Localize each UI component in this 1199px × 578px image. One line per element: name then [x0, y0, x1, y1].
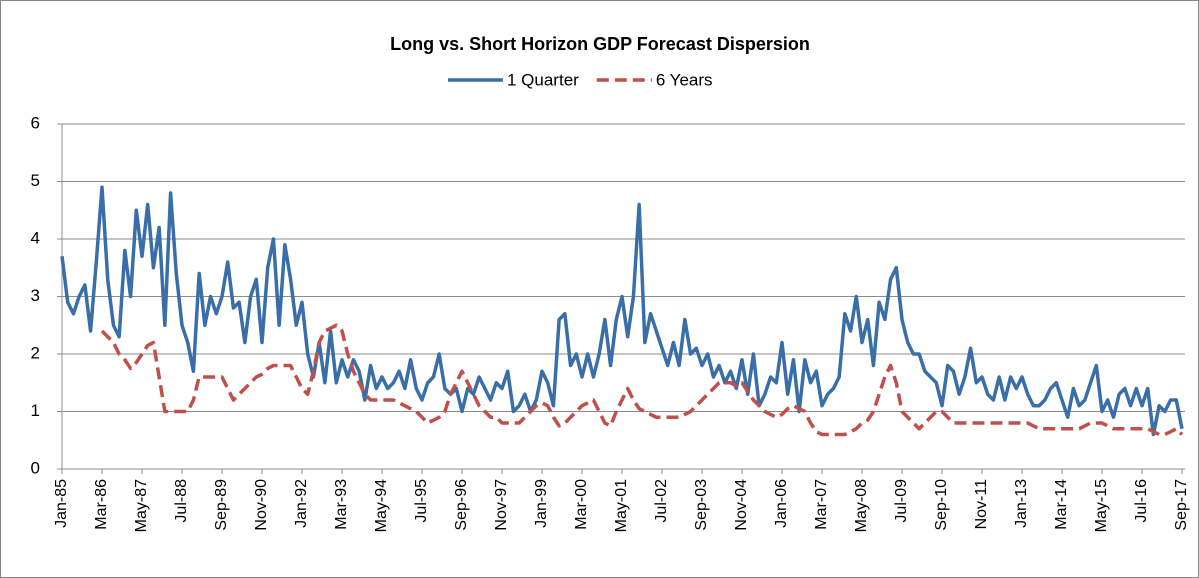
- chart-title: Long vs. Short Horizon GDP Forecast Disp…: [390, 34, 810, 54]
- x-tick-label: Jan-99: [533, 479, 550, 528]
- x-tick-label: Sep-89: [213, 479, 230, 531]
- x-tick-label: Jan-06: [773, 479, 790, 528]
- x-tick-label: May-01: [613, 479, 630, 532]
- x-tick-label: Sep-03: [693, 479, 710, 531]
- y-tick-label: 6: [31, 113, 40, 132]
- y-tick-label: 0: [31, 458, 40, 477]
- x-tick-label: Mar-00: [573, 479, 590, 530]
- legend-label: 6 Years: [656, 70, 713, 89]
- x-tick-label: Sep-10: [933, 479, 950, 531]
- x-tick-label: Mar-07: [813, 479, 830, 530]
- legend-label: 1 Quarter: [507, 70, 579, 89]
- x-tick-label: Jul-02: [653, 479, 670, 523]
- y-tick-label: 3: [31, 286, 40, 305]
- x-tick-label: Mar-93: [333, 479, 350, 530]
- y-tick-label: 4: [31, 228, 40, 247]
- x-tick-label: Mar-14: [1053, 479, 1070, 530]
- x-tick-label: Sep-17: [1173, 479, 1190, 531]
- x-tick-label: Jul-88: [173, 479, 190, 523]
- x-tick-label: Jan-85: [53, 479, 70, 528]
- x-tick-label: Nov-90: [253, 479, 270, 531]
- x-tick-label: May-08: [853, 479, 870, 532]
- y-tick-label: 5: [31, 171, 40, 190]
- x-tick-label: Nov-97: [493, 479, 510, 531]
- x-tick-label: Jan-92: [293, 479, 310, 528]
- series-line: [60, 185, 1184, 437]
- x-tick-label: Nov-04: [733, 479, 750, 531]
- x-tick-label: Jul-95: [413, 479, 430, 523]
- x-tick-label: Nov-11: [973, 479, 990, 529]
- y-tick-label: 1: [31, 401, 40, 420]
- x-tick-label: Sep-96: [453, 479, 470, 531]
- y-tick-label: 2: [31, 343, 40, 362]
- x-tick-label: Jul-16: [1133, 479, 1150, 523]
- x-tick-label: May-87: [133, 479, 150, 532]
- x-tick-label: May-94: [373, 479, 390, 532]
- series-line: [100, 323, 1184, 437]
- x-tick-label: Mar-86: [93, 479, 110, 530]
- x-tick-label: Jul-09: [893, 479, 910, 523]
- x-tick-label: May-15: [1093, 479, 1110, 532]
- x-tick-label: Jan-13: [1013, 479, 1030, 528]
